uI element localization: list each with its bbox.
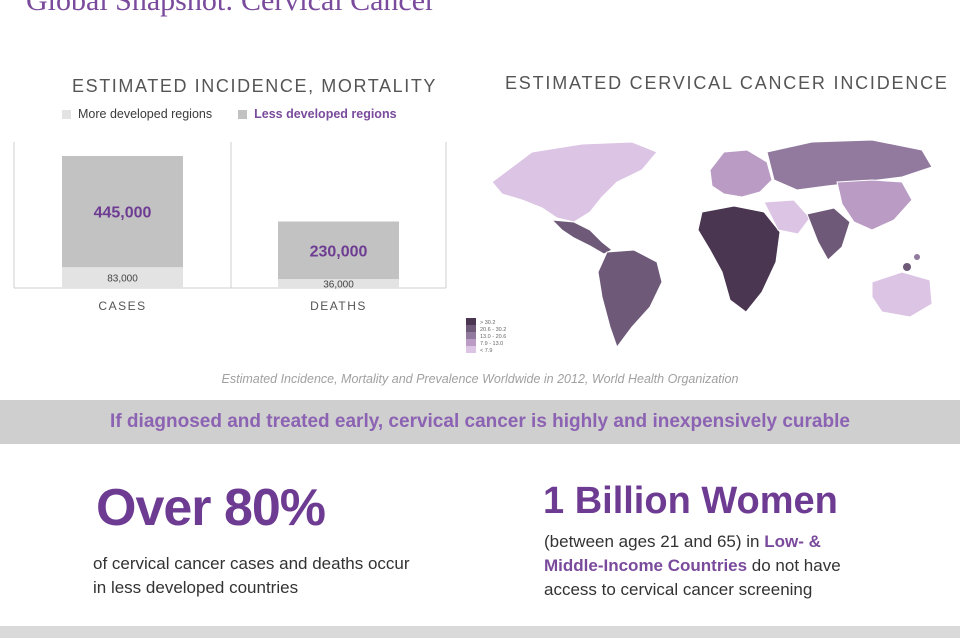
bar-chart-legend: More developed regions Less developed re… — [62, 107, 397, 121]
bar-more-developed-cases — [62, 267, 183, 288]
stat-1-billion-women-text: (between ages 21 and 65) in Low- & Middl… — [544, 530, 874, 602]
map-region-middle-east — [763, 199, 811, 235]
bar-less-developed-cases — [62, 156, 183, 268]
legend-label-more-developed: More developed regions — [78, 107, 213, 121]
category-label-deaths: DEATHS — [310, 299, 367, 313]
map-region-north-america — [491, 141, 658, 223]
map-legend-swatch-3 — [466, 339, 476, 346]
map-region-islands-2 — [914, 254, 920, 260]
label-less-developed-cases: 445,000 — [94, 205, 152, 222]
stat-1-billion-women: 1 Billion Women — [543, 480, 838, 522]
bar-more-developed-deaths — [278, 279, 399, 288]
map-region-africa — [697, 205, 781, 313]
label-more-developed-deaths: 36,000 — [323, 280, 354, 291]
legend-item-less-developed: Less developed regions — [238, 107, 397, 121]
map-legend-swatch-2 — [466, 332, 476, 339]
map-region-islands — [903, 263, 911, 271]
category-label-cases: CASES — [98, 299, 146, 313]
label-more-developed-cases: 83,000 — [107, 274, 138, 285]
map-region-central-america — [550, 219, 613, 255]
map-legend-swatch-0 — [466, 318, 476, 325]
bar-chart: 83,000 445,000 CASES 36,000 230,000 DEATHS — [13, 142, 447, 313]
map-region-europe — [709, 149, 773, 198]
map-legend-label-0: > 30.2 — [480, 320, 495, 326]
bar-less-developed-deaths — [278, 221, 399, 279]
map-legend-swatch-1 — [466, 325, 476, 332]
map-region-russia-central-asia — [766, 139, 933, 191]
key-message-banner: If diagnosed and treated early, cervical… — [0, 400, 960, 444]
stat2-text-after: do not have access to cervical cancer sc… — [544, 556, 841, 599]
world-incidence-map: > 30.220.6 - 30.213.0 - 20.67.9 - 13.0< … — [466, 139, 933, 354]
bar-chart-title: ESTIMATED INCIDENCE, MORTALITY — [72, 76, 438, 96]
map-region-south-america — [597, 249, 663, 349]
map-region-east-asia — [836, 179, 913, 231]
map-legend-label-2: 13.0 - 20.6 — [480, 334, 506, 340]
legend-label-less-developed: Less developed regions — [254, 107, 397, 121]
map-region-south-asia — [806, 207, 851, 261]
stat-over-80-percent: Over 80% — [96, 479, 326, 537]
map-legend-swatch-4 — [466, 346, 476, 353]
legend-item-more-developed: More developed regions — [62, 107, 212, 121]
page-title: Global Snapshot: Cervical Cancer — [26, 0, 436, 17]
source-citation: Estimated Incidence, Mortality and Preva… — [221, 372, 739, 386]
map-legend-label-1: 20.6 - 30.2 — [480, 327, 506, 333]
map-legend-label-3: 7.9 - 13.0 — [480, 341, 503, 347]
map-legend-label-4: < 7.9 — [480, 348, 492, 354]
map-region-australia — [871, 271, 933, 318]
stat2-text-before: (between ages 21 and 65) in — [544, 532, 765, 551]
footer-band — [0, 626, 960, 638]
stat2-highlight: Low- & Middle-Income Countries — [544, 532, 821, 575]
map-legend: > 30.220.6 - 30.213.0 - 20.67.9 - 13.0< … — [466, 318, 506, 354]
label-less-developed-deaths: 230,000 — [310, 243, 368, 260]
map-regions — [491, 139, 933, 349]
stat-over-80-percent-text: of cervical cancer cases and deaths occu… — [93, 554, 410, 597]
legend-swatch-more-developed — [62, 109, 71, 119]
map-title: ESTIMATED CERVICAL CANCER INCIDENCE — [505, 73, 949, 93]
legend-swatch-less-developed — [238, 109, 248, 119]
